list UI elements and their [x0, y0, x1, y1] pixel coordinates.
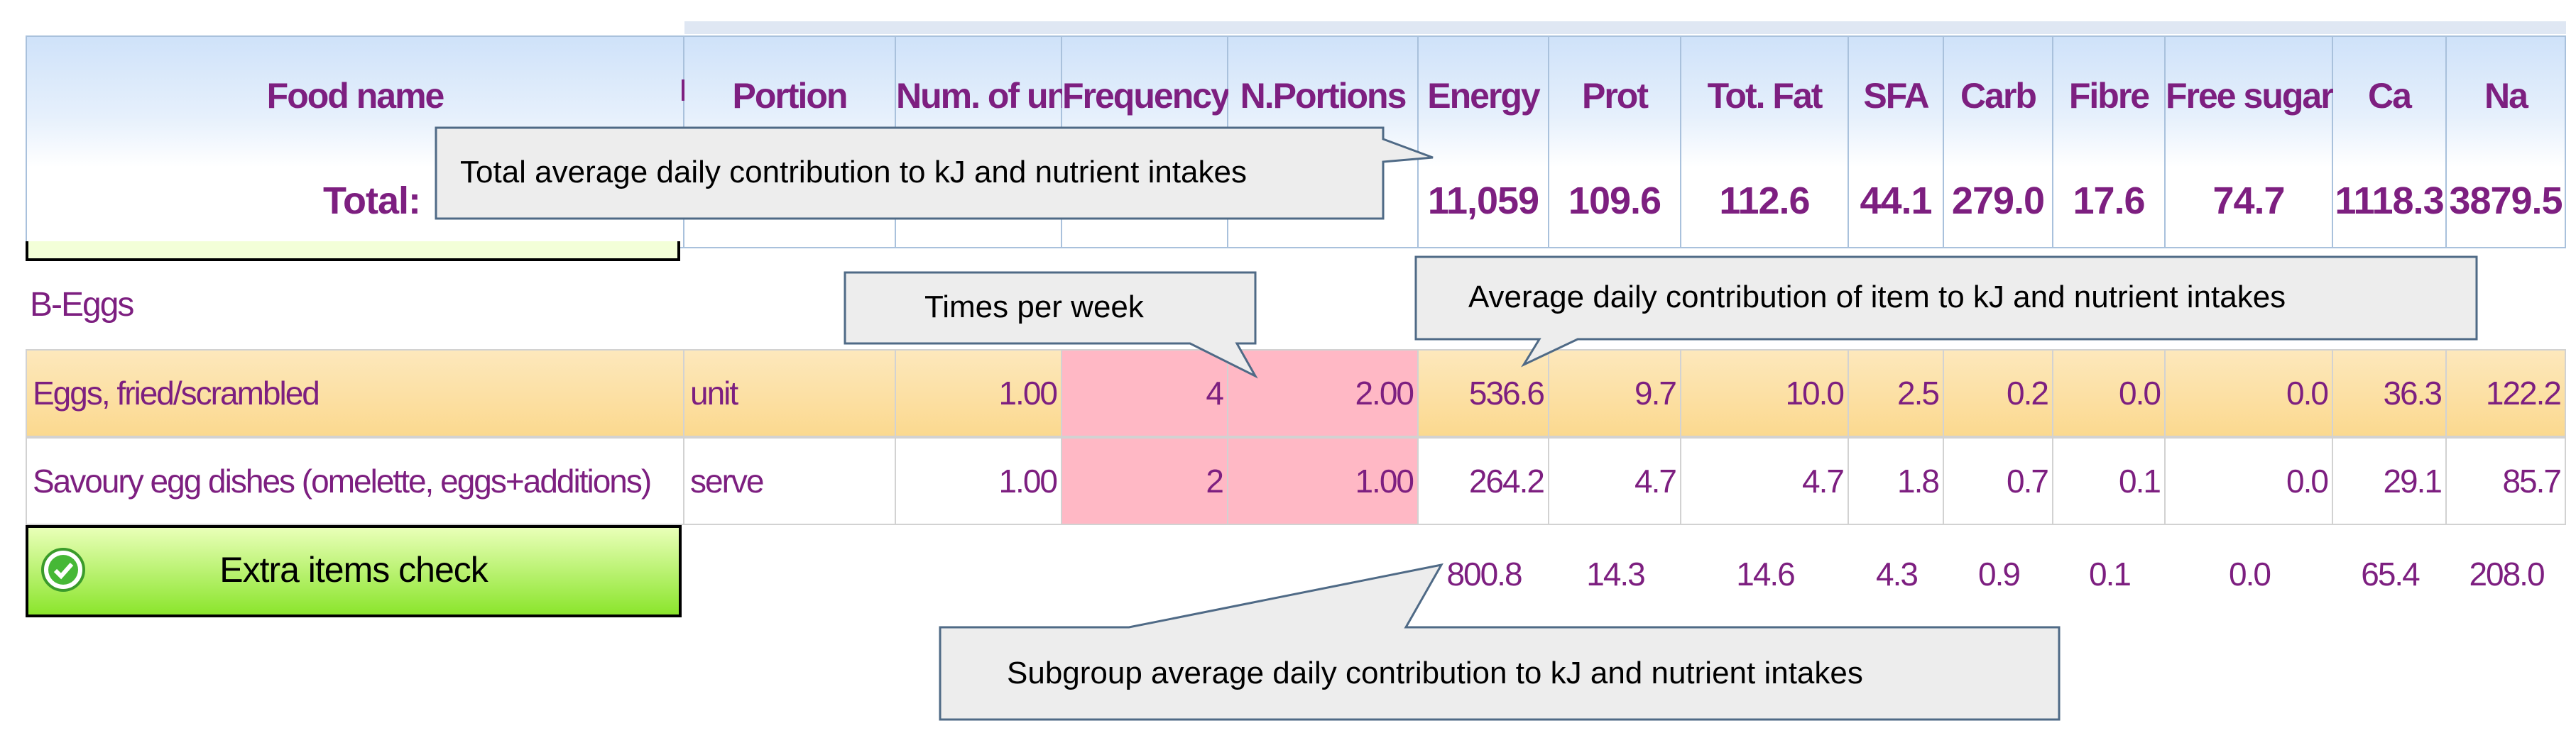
table-cell-frequency[interactable]: 2: [1062, 437, 1228, 525]
subtotal-prot: 14.3: [1586, 556, 1646, 593]
column-header-label: Tot. Fat: [1707, 76, 1823, 116]
total-value-ca: 1118.3: [2335, 180, 2444, 222]
table-cell-free-sugar: 0.0: [2166, 437, 2333, 525]
column-header-label: SFA: [1863, 76, 1929, 116]
column-header-fibre: Fibre 17.6: [2053, 35, 2166, 248]
total-value-tot-fat: 112.6: [1719, 180, 1810, 222]
table-cell-ca: 29.1: [2333, 437, 2447, 525]
column-header-label: Fibre: [2068, 76, 2150, 116]
food-name-frame: [26, 241, 680, 261]
column-header-label: Portion: [732, 76, 848, 116]
column-header-label: Frequency: [1062, 76, 1230, 116]
table-cell-num-units[interactable]: 1.00: [896, 349, 1062, 437]
times-per-week-callout: Times per week: [924, 290, 1144, 324]
total-value-sfa: 44.1: [1860, 180, 1932, 222]
subtotal-free-sugar: 0.0: [2229, 556, 2271, 593]
table-cell-fibre: 0.0: [2053, 349, 2166, 437]
table-cell-ca: 36.3: [2333, 349, 2447, 437]
table-cell-tot-fat: 4.7: [1681, 437, 1849, 525]
column-header-sfa: SFA 44.1: [1849, 35, 1944, 248]
table-cell-prot: 4.7: [1549, 437, 1681, 525]
table-cell-fibre: 0.1: [2053, 437, 2166, 525]
table-cell-num-units[interactable]: 1.00: [896, 437, 1062, 525]
table-cell-carb: 0.2: [1944, 349, 2053, 437]
table-cell-sfa: 2.5: [1849, 349, 1944, 437]
subtotal-energy: 800.8: [1446, 556, 1522, 593]
total-value-prot: 109.6: [1568, 180, 1661, 222]
total-callout: Total average daily contribution to kJ a…: [460, 155, 1247, 189]
column-header-label: Ca: [2368, 76, 2412, 116]
total-value-na: 3879.5: [2449, 180, 2563, 222]
table-cell-n-portions[interactable]: 1.00: [1228, 437, 1419, 525]
total-value-energy: 11,059: [1427, 180, 1539, 222]
column-header-free-sugar: Free sugar 74.7: [2166, 35, 2335, 248]
table-cell-carb: 0.7: [1944, 437, 2053, 525]
table-row-food-name[interactable]: Savoury egg dishes (omelette, eggs+addit…: [26, 437, 684, 525]
table-cell-portion[interactable]: serve: [684, 437, 896, 525]
subtotal-ca: 65.4: [2361, 556, 2421, 593]
column-header-carb: Carb 279.0: [1944, 35, 2053, 248]
food-name-label: Food name: [266, 76, 445, 116]
item-contribution-callout: Average daily contribution of item to kJ…: [1468, 280, 2286, 314]
table-cell-energy: 536.6: [1419, 349, 1549, 437]
column-header-label: Prot: [1582, 76, 1649, 116]
table-row-food-name[interactable]: Eggs, fried/scrambled: [26, 349, 684, 437]
table-cell-na: 85.7: [2447, 437, 2566, 525]
total-value-free-sugar: 74.7: [2212, 180, 2285, 222]
table-cell-portion[interactable]: unit: [684, 349, 896, 437]
subtotal-na: 208.0: [2469, 556, 2545, 593]
column-header-prot: Prot 109.6: [1549, 35, 1681, 248]
subtotal-tot-fat: 14.6: [1736, 556, 1796, 593]
extra-items-check-button[interactable]: Extra items check: [26, 525, 682, 617]
table-cell-tot-fat: 10.0: [1681, 349, 1849, 437]
table-cell-frequency[interactable]: 4: [1062, 349, 1228, 437]
table-cell-prot: 9.7: [1549, 349, 1681, 437]
subtotal-carb: 0.9: [1978, 556, 2021, 593]
table-cell-na: 122.2: [2447, 349, 2566, 437]
subtotal-fibre: 0.1: [2089, 556, 2132, 593]
subgroup-callout: Subgroup average daily contribution to k…: [1007, 656, 1863, 690]
column-header-ca: Ca 1118.3: [2333, 35, 2447, 248]
column-header-label: N.Portions: [1240, 76, 1407, 116]
check-circle-icon: [41, 548, 85, 592]
column-header-energy: Energy 11,059: [1419, 35, 1549, 248]
total-value-fibre: 17.6: [2073, 180, 2145, 222]
column-header-label: Free sugar: [2166, 76, 2335, 116]
table-cell-sfa: 1.8: [1849, 437, 1944, 525]
total-label: Total:: [323, 180, 421, 222]
column-header-tot-fat: Tot. Fat 112.6: [1681, 35, 1849, 248]
column-header-na: Na 3879.5: [2447, 35, 2566, 248]
extra-items-check-label: Extra items check: [219, 550, 489, 590]
column-header-label: Na: [2484, 76, 2528, 116]
total-value-carb: 279.0: [1951, 180, 2045, 222]
header-top-strip: [684, 21, 2566, 34]
table-cell-energy: 264.2: [1419, 437, 1549, 525]
table-cell-free-sugar: 0.0: [2166, 349, 2333, 437]
column-header-label: Energy: [1427, 76, 1541, 116]
column-header-label: Carb: [1960, 76, 2037, 116]
group-title: B-Eggs: [30, 286, 134, 324]
header-resize-marker: [682, 79, 684, 101]
subtotal-sfa: 4.3: [1876, 556, 1919, 593]
table-cell-n-portions[interactable]: 2.00: [1228, 349, 1419, 437]
